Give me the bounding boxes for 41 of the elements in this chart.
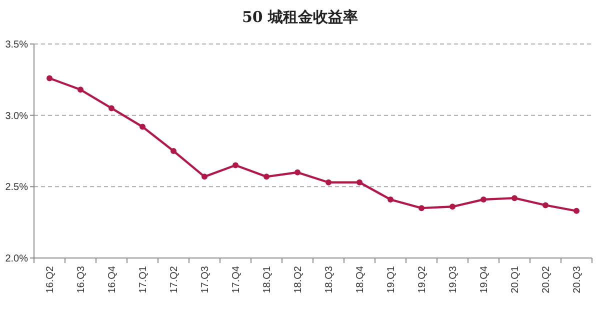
point (202, 174, 208, 180)
point (418, 205, 424, 212)
x-tick-label: 19.Q4 (479, 266, 490, 294)
point (356, 179, 362, 186)
x-tick-label: 19.Q3 (448, 266, 459, 294)
y-tick-label: 2.5% (5, 182, 28, 194)
point (388, 196, 394, 203)
x-tick-label: 17.Q4 (231, 266, 242, 294)
point (542, 202, 548, 208)
point (140, 124, 146, 130)
x-tick-label: 18.Q2 (293, 266, 304, 294)
point (326, 179, 332, 186)
point (78, 86, 84, 93)
chart-title: 50 城租金收益率 (242, 8, 358, 26)
x-tick-label: 16.Q2 (45, 266, 56, 294)
point (108, 105, 114, 112)
x-tick-label: 17.Q2 (169, 266, 180, 294)
point (170, 148, 176, 154)
y-tick-label: 3.0% (5, 110, 28, 122)
point (512, 195, 518, 202)
y-tick-label: 3.5% (5, 40, 28, 50)
point (294, 169, 300, 176)
x-tick-label: 20.Q2 (541, 266, 552, 294)
x-tick-label: 20.Q1 (510, 266, 521, 294)
x-tick-label: 16.Q4 (107, 266, 118, 294)
y-tick-label: 2.0% (5, 254, 28, 264)
point (232, 162, 238, 168)
point (480, 196, 486, 203)
x-tick-label: 18.Q4 (355, 266, 366, 294)
point (46, 75, 52, 82)
x-tick-label: 18.Q1 (262, 266, 273, 294)
point (574, 208, 580, 214)
x-tick-label: 17.Q3 (200, 266, 211, 294)
point (450, 204, 456, 210)
point (264, 174, 270, 180)
x-tick-label: 19.Q2 (417, 266, 428, 294)
x-tick-label: 17.Q1 (138, 266, 149, 294)
x-tick-label: 18.Q3 (324, 266, 335, 294)
x-tick-label: 16.Q3 (76, 266, 87, 294)
x-tick-label: 19.Q1 (386, 266, 397, 294)
x-tick-label: 20.Q3 (572, 266, 583, 294)
